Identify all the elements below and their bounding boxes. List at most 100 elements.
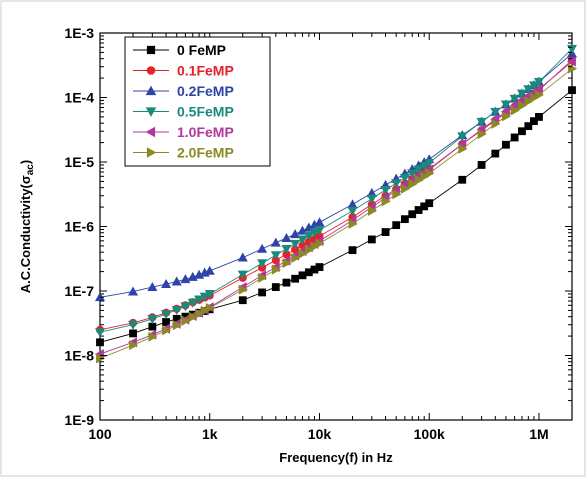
data-point xyxy=(502,140,510,149)
data-point xyxy=(180,274,191,284)
y-axis-title: A.C.Conductivity(σac) xyxy=(18,160,36,293)
data-point xyxy=(282,278,291,287)
y-axis-title-main: A.C.Conductivity(σ xyxy=(18,175,33,293)
data-point xyxy=(282,258,292,269)
legend-label: 0 FeMP xyxy=(177,42,226,58)
x-tick-label: 1M xyxy=(529,426,548,442)
y-tick-label: 1E-4 xyxy=(64,90,94,106)
data-point xyxy=(528,81,539,91)
data-point xyxy=(96,338,104,347)
data-point xyxy=(400,215,409,224)
data-point xyxy=(147,314,158,324)
data-point xyxy=(204,290,215,300)
data-point xyxy=(162,325,172,336)
data-point xyxy=(420,171,430,182)
data-point xyxy=(491,118,501,129)
data-point xyxy=(195,308,205,319)
data-point xyxy=(566,56,576,67)
data-point xyxy=(413,165,424,175)
data-point xyxy=(238,296,247,305)
data-point xyxy=(171,276,182,286)
data-point xyxy=(425,199,434,208)
data-point xyxy=(380,185,391,195)
data-point xyxy=(419,162,430,172)
data-point xyxy=(291,274,300,283)
data-point xyxy=(314,217,325,227)
x-tick-label: 1k xyxy=(202,426,218,442)
data-point xyxy=(366,194,377,204)
data-point xyxy=(128,320,139,330)
data-point xyxy=(257,259,268,269)
data-point xyxy=(491,149,500,158)
legend-label: 0.1FeMP xyxy=(177,63,234,79)
data-point xyxy=(270,237,281,247)
data-point xyxy=(148,331,158,342)
data-point xyxy=(310,241,320,252)
x-axis-title: Frequency(f) in Hz xyxy=(279,450,393,465)
data-point xyxy=(568,86,576,95)
legend: 0 FeMP 0.1FeMP 0.2FeMP 0.5FeMP 1.0FeMP 2.0FeM… xyxy=(124,36,271,167)
data-point xyxy=(347,206,358,216)
y-tick-label: 1E-5 xyxy=(64,154,94,170)
data-point xyxy=(523,85,534,95)
data-point xyxy=(381,196,391,207)
data-point xyxy=(399,173,410,183)
data-point xyxy=(297,235,308,245)
data-point xyxy=(392,221,401,230)
data-point xyxy=(194,295,205,305)
data-point xyxy=(530,117,538,126)
data-point xyxy=(348,218,358,229)
data-point xyxy=(424,158,435,168)
data-point xyxy=(476,117,487,127)
legend-box xyxy=(124,36,271,167)
data-point xyxy=(129,329,137,338)
x-tick-label: 100k xyxy=(414,426,445,442)
y-axis-title-close: ) xyxy=(18,160,33,164)
legend-item: 2.0FeMP xyxy=(133,145,234,161)
y-tick-label: 1E-3 xyxy=(64,25,94,41)
legend-label: 0.2FeMP xyxy=(177,83,234,99)
data-point xyxy=(171,305,182,315)
data-point xyxy=(281,233,292,243)
data-point xyxy=(270,251,281,261)
data-point xyxy=(180,302,191,312)
data-point xyxy=(400,183,410,194)
data-point xyxy=(303,231,314,241)
data-point xyxy=(258,288,267,297)
data-point xyxy=(518,127,526,136)
data-point xyxy=(510,105,520,116)
legend-swatch-marker xyxy=(146,147,157,158)
data-point xyxy=(509,94,520,104)
data-point xyxy=(271,264,281,275)
legend-label: 0.5FeMP xyxy=(177,104,234,120)
legend-swatch-marker xyxy=(145,126,156,138)
y-axis-title-subscript: ac xyxy=(25,164,36,176)
data-point xyxy=(94,328,106,338)
legend-swatch-marker xyxy=(145,107,157,117)
data-point xyxy=(367,205,377,216)
data-point xyxy=(500,100,511,110)
data-point xyxy=(205,302,215,314)
data-point xyxy=(314,226,325,236)
data-point xyxy=(290,229,301,239)
data-point xyxy=(348,246,357,255)
x-axis-ticks: 100 1k 10k 100k 1M xyxy=(88,33,573,442)
x-tick-label: 10k xyxy=(308,426,332,442)
data-point xyxy=(298,248,308,259)
data-point xyxy=(309,228,320,238)
data-point xyxy=(407,169,418,179)
y-tick-label: 1E-6 xyxy=(64,219,94,235)
data-point xyxy=(425,168,435,179)
data-point xyxy=(315,238,325,249)
data-point xyxy=(315,263,324,271)
x-tick-label: 100 xyxy=(88,426,112,442)
data-point xyxy=(392,189,402,200)
data-point xyxy=(518,100,528,111)
data-point xyxy=(199,292,210,302)
data-point xyxy=(391,179,402,189)
legend-item: 0.5FeMP xyxy=(133,104,234,120)
data-point xyxy=(181,315,191,326)
legend-label: 2.0FeMP xyxy=(177,145,234,161)
legend-item: 0.1FeMP xyxy=(133,63,234,79)
